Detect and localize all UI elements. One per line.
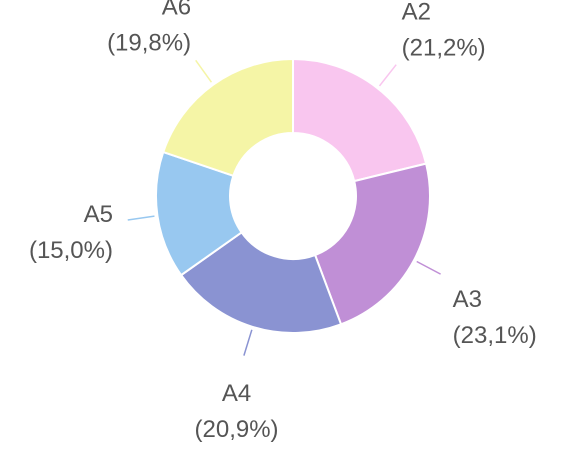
slice bbox=[292, 57, 428, 183]
leader-line bbox=[416, 260, 441, 275]
slice-name: A6 bbox=[162, 0, 191, 20]
slice-label: (19,8%) bbox=[107, 29, 191, 56]
slice-name: A2 bbox=[402, 0, 431, 25]
leader-line bbox=[243, 329, 253, 356]
slice-label: (21,2%) bbox=[402, 34, 486, 61]
slice bbox=[179, 230, 343, 334]
leader-line bbox=[195, 59, 213, 83]
leader-line bbox=[378, 64, 397, 87]
slice-label: (20,9%) bbox=[195, 416, 279, 443]
leader-line bbox=[127, 215, 155, 221]
slice-label: (23,1%) bbox=[453, 322, 537, 349]
slice-name: A5 bbox=[84, 201, 113, 228]
slice bbox=[155, 150, 243, 277]
slice bbox=[313, 162, 431, 326]
slice bbox=[161, 57, 294, 178]
slice-label: (15,0%) bbox=[29, 237, 113, 264]
slice-name: A4 bbox=[222, 380, 251, 407]
slice-name: A3 bbox=[453, 286, 482, 313]
